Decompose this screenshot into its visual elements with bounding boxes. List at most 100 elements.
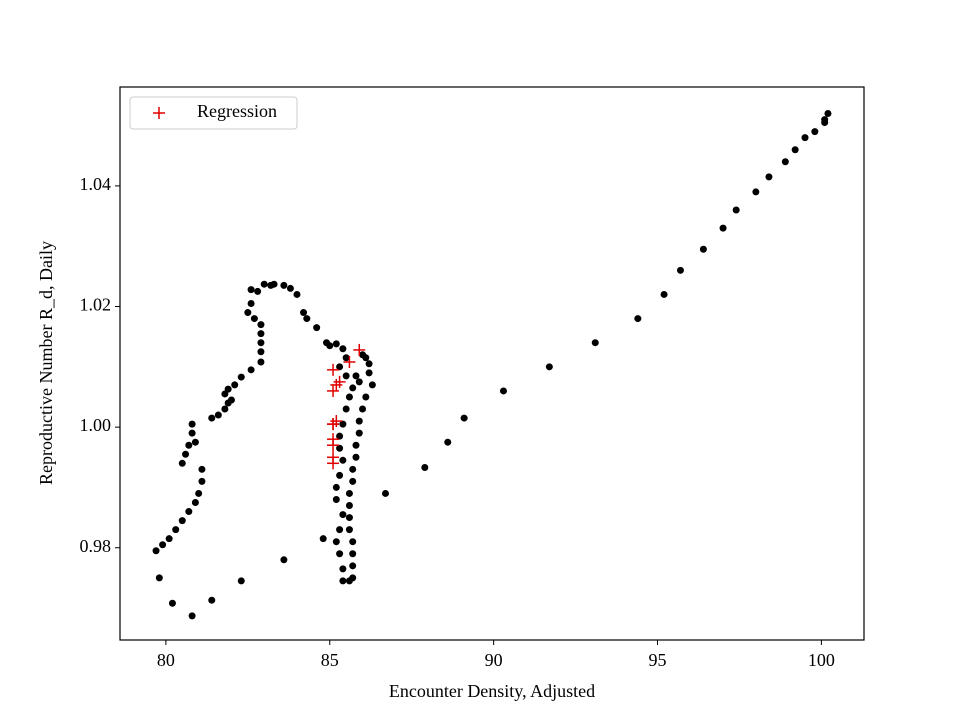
point xyxy=(352,441,360,449)
point xyxy=(676,266,684,274)
point xyxy=(336,526,344,534)
point xyxy=(188,429,196,437)
point xyxy=(365,360,373,368)
point xyxy=(221,405,229,413)
x-tick-label: 85 xyxy=(321,650,339,670)
point xyxy=(349,477,357,485)
point xyxy=(257,321,265,329)
plus-marker xyxy=(153,107,165,119)
point xyxy=(319,535,327,543)
point xyxy=(355,378,363,386)
point xyxy=(286,284,294,292)
point xyxy=(244,309,252,317)
point xyxy=(280,281,288,289)
y-tick-label: 1.00 xyxy=(80,415,112,435)
point xyxy=(326,342,334,350)
point xyxy=(339,456,347,464)
point xyxy=(365,369,373,377)
point xyxy=(185,441,193,449)
plot-frame xyxy=(119,86,865,641)
point xyxy=(188,420,196,428)
plus-marker xyxy=(327,433,340,446)
point xyxy=(168,599,176,607)
point xyxy=(355,417,363,425)
point xyxy=(719,224,727,232)
point xyxy=(257,358,265,366)
point xyxy=(699,245,707,253)
plus-marker xyxy=(327,363,340,376)
point xyxy=(152,547,160,555)
point xyxy=(339,511,347,519)
point xyxy=(231,381,239,389)
point xyxy=(765,173,773,181)
point xyxy=(188,612,196,620)
x-tick-label: 90 xyxy=(485,650,503,670)
point xyxy=(280,556,288,564)
point xyxy=(247,366,255,374)
point xyxy=(336,363,344,371)
point xyxy=(349,538,357,546)
point xyxy=(811,128,819,136)
plus-marker xyxy=(327,451,340,464)
point xyxy=(381,489,389,497)
point xyxy=(362,393,370,401)
point xyxy=(336,432,344,440)
plus-marker xyxy=(327,384,340,397)
point xyxy=(159,541,167,549)
x-tick-label: 95 xyxy=(649,650,667,670)
y-tick-label: 1.02 xyxy=(80,295,112,315)
point xyxy=(345,526,353,534)
plus-marker xyxy=(343,355,356,368)
point xyxy=(801,134,809,142)
point xyxy=(339,565,347,573)
point xyxy=(345,502,353,510)
point xyxy=(247,286,255,294)
point xyxy=(791,146,799,154)
point xyxy=(332,495,340,503)
point xyxy=(293,290,301,298)
point xyxy=(732,206,740,214)
point xyxy=(191,499,199,507)
point xyxy=(178,459,186,467)
point xyxy=(185,508,193,516)
point xyxy=(499,387,507,395)
point xyxy=(345,489,353,497)
point xyxy=(349,465,357,473)
point xyxy=(260,280,268,288)
point xyxy=(250,315,258,323)
plus-marker xyxy=(330,378,343,391)
point xyxy=(339,577,347,585)
point xyxy=(349,550,357,558)
point xyxy=(545,363,553,371)
point xyxy=(336,550,344,558)
point xyxy=(352,372,360,380)
legend-box xyxy=(129,96,298,130)
point xyxy=(821,119,829,127)
point xyxy=(313,324,321,332)
point xyxy=(198,465,206,473)
point xyxy=(257,330,265,338)
point xyxy=(332,340,340,348)
point xyxy=(237,373,245,381)
point xyxy=(349,562,357,570)
point xyxy=(254,287,262,295)
y-tick-label: 1.04 xyxy=(80,174,112,194)
point xyxy=(227,396,235,404)
plus-marker xyxy=(353,343,366,356)
point xyxy=(339,345,347,353)
point xyxy=(368,381,376,389)
point xyxy=(300,309,308,317)
plus-marker xyxy=(327,418,340,431)
point xyxy=(182,450,190,458)
x-axis-label: Encounter Density, Adjusted xyxy=(389,681,595,701)
point xyxy=(336,444,344,452)
point xyxy=(195,489,203,497)
legend-label: Regression xyxy=(197,101,277,121)
point xyxy=(752,188,760,196)
point xyxy=(214,411,222,419)
point xyxy=(332,538,340,546)
point xyxy=(345,393,353,401)
point xyxy=(660,290,668,298)
point xyxy=(342,354,350,362)
point xyxy=(208,414,216,422)
